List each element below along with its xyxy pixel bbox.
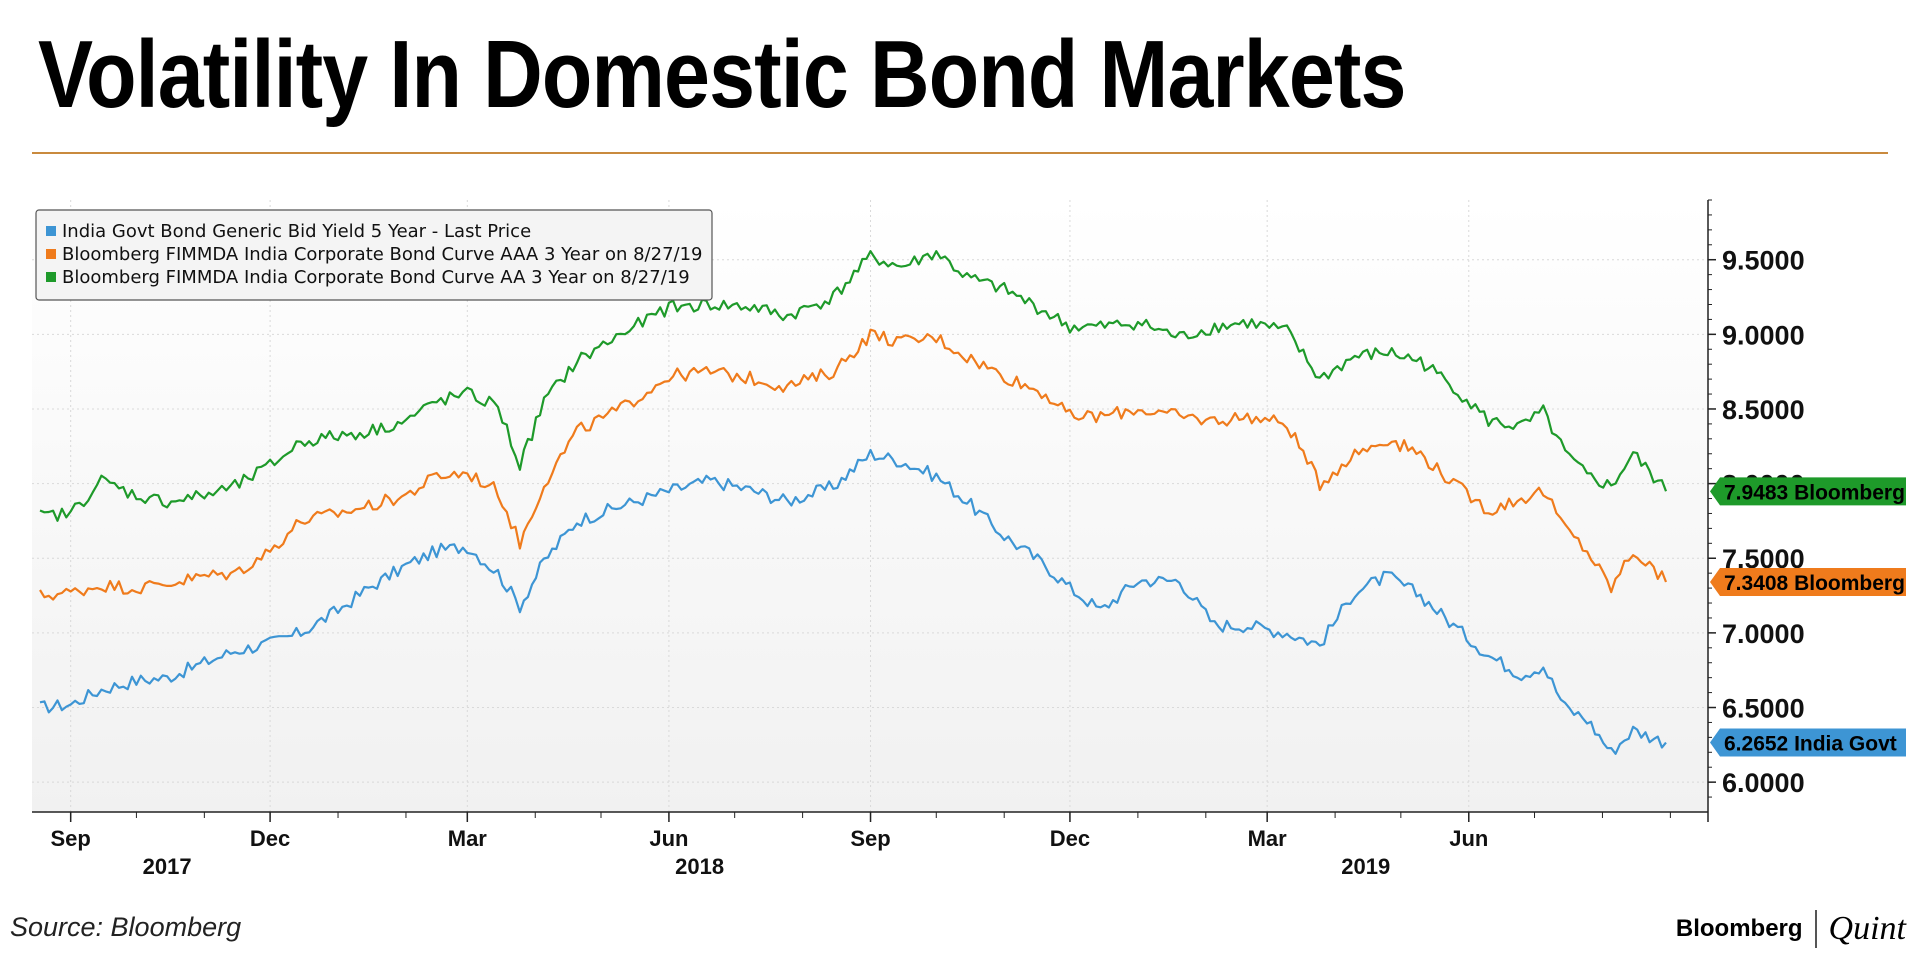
series-line-aa (39, 250, 1668, 522)
legend-swatch-aa (46, 272, 56, 282)
legend-label-aaa: Bloomberg FIMMDA India Corporate Bond Cu… (62, 244, 703, 265)
legend: India Govt Bond Generic Bid Yield 5 Year… (35, 209, 713, 301)
legend-entry: Bloomberg FIMMDA India Corporate Bond Cu… (46, 267, 690, 288)
x-axis-ticks: Sep Dec Mar Jun Sep Dec Mar Jun 2017 2018 2019 (50, 812, 1671, 879)
grid (32, 200, 1708, 812)
series-line-aaa (39, 328, 1668, 601)
x-tick-label: Jun (1449, 826, 1488, 851)
x-tick-label: Sep (50, 826, 90, 851)
x-tick-label: Dec (1050, 826, 1090, 851)
legend-swatch-govt (46, 226, 56, 236)
last-value-tags: 6.2652 India Govt 7.3408 Bloomberg 7.9483 … (1710, 477, 1906, 757)
brand-primary: Bloomberg (1675, 915, 1803, 942)
last-value-tag-aaa (1710, 568, 1906, 597)
x-tick-label: Jun (649, 826, 688, 851)
x-tick-label: Sep (850, 826, 890, 851)
x-year-label: 2017 (143, 854, 192, 879)
title-divider (32, 152, 1888, 154)
x-tick-label: Dec (250, 826, 290, 851)
brand-separator (1814, 910, 1817, 948)
page-title: Volatility In Domestic Bond Markets (38, 21, 1406, 128)
legend-label-govt: India Govt Bond Generic Bid Yield 5 Year… (62, 221, 531, 242)
y-tick-label: 7.0000 (1722, 619, 1805, 649)
y-tick-label: 8.5000 (1722, 395, 1805, 425)
y-tick-label: 9.5000 (1722, 246, 1805, 276)
legend-entry: India Govt Bond Generic Bid Yield 5 Year… (46, 221, 531, 242)
bond-yield-chart: Sep Dec Mar Jun Sep Dec Mar Jun 2017 2018 2019 9.5… (32, 199, 1906, 879)
last-value-tag-govt (1710, 728, 1906, 757)
brand-secondary: Quint (1828, 910, 1906, 947)
source-note: Source: Bloomberg (10, 912, 242, 942)
brand-logo: Bloomberg Quint (1676, 908, 1906, 950)
last-value-label-govt: 6.2652 India Govt (1724, 733, 1897, 756)
series-line-govt (39, 448, 1667, 755)
plot-area (32, 200, 1708, 812)
y-tick-label: 6.5000 (1722, 694, 1805, 724)
series-lines (39, 250, 1668, 755)
y-tick-label: 6.0000 (1722, 768, 1805, 798)
x-year-label: 2019 (1341, 854, 1390, 879)
x-year-label: 2018 (675, 854, 724, 879)
y-tick-label: 9.0000 (1722, 320, 1805, 350)
x-tick-label: Mar (1248, 826, 1288, 851)
legend-swatch-aaa (46, 249, 56, 259)
last-value-label-aa: 7.9483 Bloomberg (1724, 481, 1905, 504)
legend-box (35, 209, 713, 301)
x-tick-label: Mar (448, 826, 488, 851)
last-value-label-aaa: 7.3408 Bloomberg (1724, 572, 1905, 595)
legend-entry: Bloomberg FIMMDA India Corporate Bond Cu… (46, 244, 703, 265)
y-axis-ticks: 9.50009.00008.50008.00007.50007.00006.50… (1708, 199, 1805, 798)
legend-label-aa: Bloomberg FIMMDA India Corporate Bond Cu… (62, 267, 690, 288)
last-value-tag-aa (1710, 477, 1906, 506)
